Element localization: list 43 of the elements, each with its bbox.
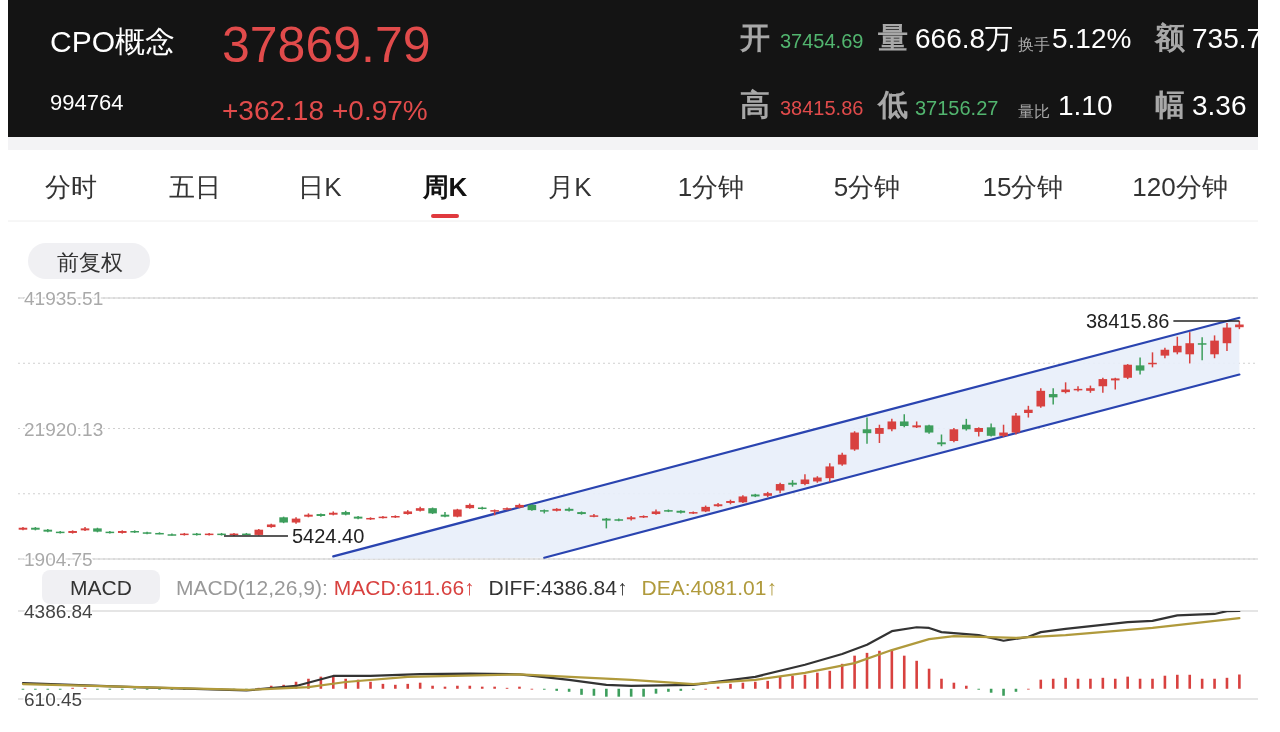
text: 换手 (1018, 36, 1050, 53)
text: 5分钟 (833, 172, 901, 202)
text: 量 (878, 21, 908, 54)
legend-title: MACD(12,26,9): (176, 576, 328, 599)
text: 37869.79 (222, 17, 431, 73)
text: 38415.86 (780, 97, 864, 119)
y-tick-label: 1904.75 (24, 549, 93, 570)
text: 735.7 (1192, 23, 1263, 54)
text: 高 (740, 88, 770, 121)
text: MACD:611.66↑ (333, 576, 475, 599)
text: 额 (1154, 21, 1185, 54)
text: 分时 (45, 172, 97, 202)
text: +0.97% (332, 95, 428, 126)
text: 开 (739, 21, 770, 54)
text: 五日 (169, 172, 221, 202)
text: 幅 (1155, 88, 1185, 121)
y-tick-label: 21920.13 (24, 418, 104, 440)
y-tick-label: 4386.84 (24, 601, 94, 622)
text: CPO概念 (50, 25, 176, 58)
text: 994764 (50, 90, 124, 115)
text: DIFF:4386.84↑ (488, 576, 628, 599)
text: 低 (877, 88, 908, 121)
text: 15分钟 (982, 172, 1064, 202)
text: 666.8万 (915, 23, 1014, 54)
text: 前复权 (57, 250, 123, 275)
annotation: 5424.40 (291, 525, 365, 548)
text: 37454.69 (780, 30, 864, 52)
text: 120分钟 (1132, 172, 1228, 202)
text: 日K (298, 172, 343, 202)
text: 1分钟 (677, 172, 745, 202)
text: 周K (421, 172, 468, 202)
text: 1.10 (1058, 90, 1113, 121)
text: 5.12% (1052, 23, 1132, 54)
text: DEA:4081.01↑ (641, 576, 777, 599)
annotation: 38415.86 (1085, 309, 1170, 332)
text: +362.18 (222, 95, 324, 126)
text: 37156.27 (915, 97, 999, 119)
text: 3.36 (1192, 90, 1247, 121)
y-tick-label: 41935.51 (24, 288, 104, 309)
text: 月K (548, 172, 593, 202)
chart-title: MACD (70, 576, 132, 599)
y-tick-label: 610.45 (24, 689, 83, 710)
text: 量比 (1018, 103, 1050, 120)
